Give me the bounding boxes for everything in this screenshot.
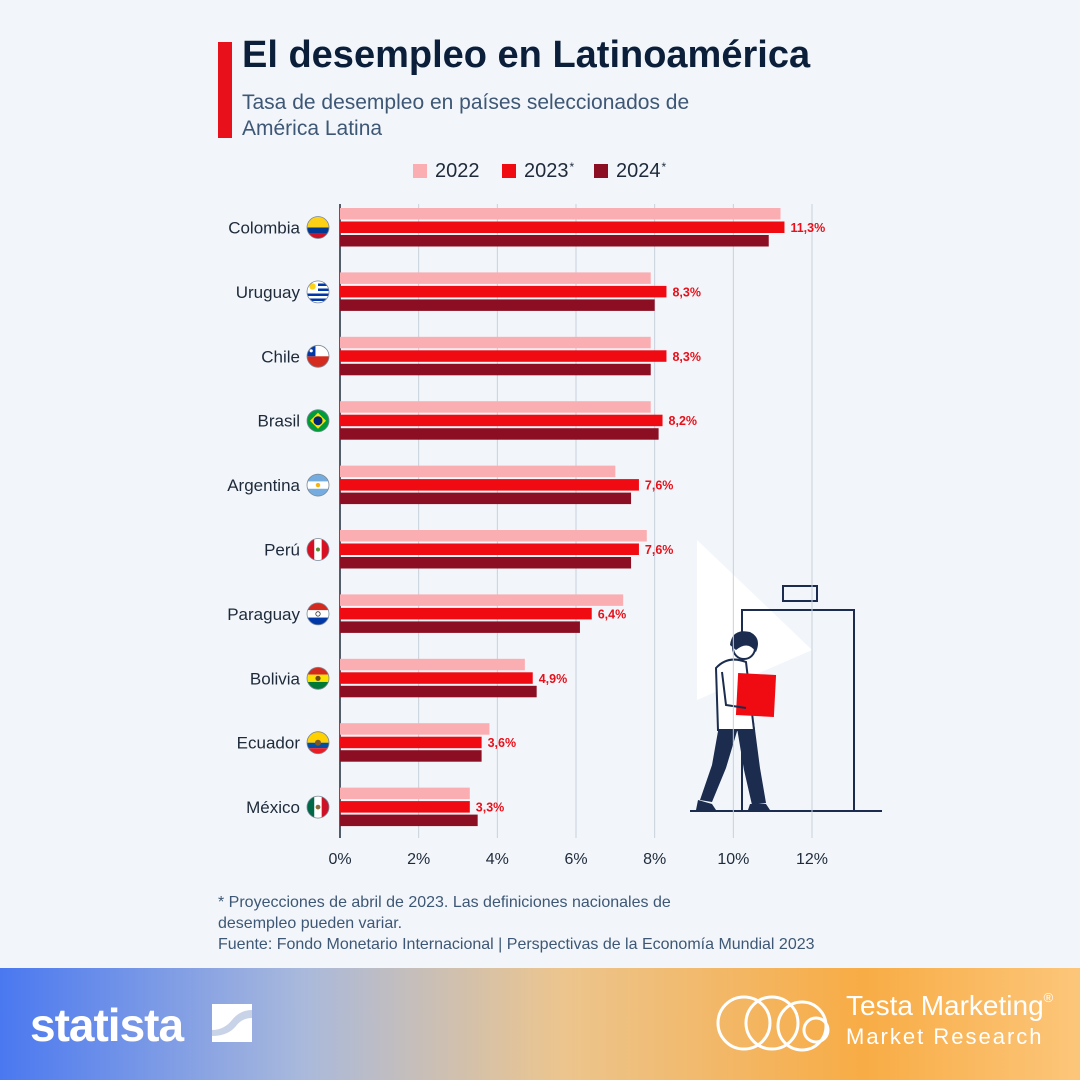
partner-name: Testa Marketing: [846, 990, 1044, 1021]
data-label: 6,4%: [598, 607, 627, 621]
category-label: Bolivia: [250, 669, 301, 688]
chart-subtitle: Tasa de desempleo en países seleccionado…: [242, 91, 690, 140]
x-tick-label: 0%: [328, 851, 351, 868]
x-tick-label: 10%: [717, 851, 749, 868]
bar-2023-6: [340, 607, 592, 620]
legend-item-2024: 2024*: [594, 158, 666, 184]
bar-2022-6: [340, 594, 624, 606]
statista-logo: statista: [30, 999, 184, 1051]
bar-2024-9: [340, 814, 478, 827]
chart-legend: 2022 2023* 2024*: [0, 158, 1080, 184]
data-label: 8,2%: [669, 414, 698, 428]
bar-2024-3: [340, 428, 659, 440]
paraguay-flag-icon: [306, 602, 330, 626]
brazil-flag-icon: [306, 409, 330, 433]
bars: [340, 208, 785, 827]
category-label: Chile: [261, 347, 300, 366]
infographic: El desempleo en Latinoamérica Tasa de de…: [0, 34, 1080, 953]
category-label: Colombia: [228, 219, 300, 238]
legend-label-2022: 2022: [435, 159, 480, 182]
legend-label-2023: 2023: [524, 159, 569, 182]
testa-marketing-logo-icon: [716, 995, 830, 1052]
footnote: * Proyecciones de abril de 2023. Las def…: [218, 894, 671, 932]
category-label: Perú: [264, 541, 300, 560]
data-label: 4,9%: [539, 672, 568, 686]
data-label: 8,3%: [672, 285, 701, 299]
data-label: 7,6%: [645, 479, 674, 493]
title-accent-bar: [218, 42, 232, 138]
legend-item-2022: 2022: [413, 158, 481, 184]
legend-swatch-2023: [502, 164, 516, 178]
legend-mark-2023: *: [569, 159, 575, 174]
bar-2022-0: [340, 208, 781, 220]
bar-2023-2: [340, 350, 667, 362]
x-axis-ticks: 0% 2% 4% 6% 8% 10% 12%: [328, 851, 828, 868]
footer-banner: statista Testa Marketing® Market Researc…: [0, 968, 1080, 1080]
bar-2024-4: [340, 492, 632, 505]
bar-2023-8: [340, 736, 482, 749]
category-label: México: [246, 798, 300, 817]
mexico-flag-icon: [306, 795, 330, 819]
bar-2022-8: [340, 723, 490, 735]
x-tick-label: 8%: [643, 851, 666, 868]
bar-2023-5: [340, 543, 639, 555]
x-tick-label: 6%: [564, 851, 587, 868]
bar-2023-0: [340, 221, 785, 233]
data-label: 11,3%: [790, 221, 825, 235]
bar-2022-7: [340, 658, 525, 671]
category-label: Uruguay: [236, 283, 301, 302]
bolivia-flag-icon: [306, 666, 330, 690]
bar-2023-7: [340, 672, 533, 684]
bar-2023-3: [340, 414, 663, 427]
category-label: Paraguay: [227, 605, 300, 624]
country-flags: [306, 216, 330, 819]
bar-2023-9: [340, 801, 470, 813]
bar-2023-1: [340, 285, 667, 298]
legend-mark-2024: *: [661, 159, 667, 174]
bar-2022-9: [340, 787, 470, 800]
data-label: 8,3%: [672, 350, 701, 364]
uruguay-flag-icon: [306, 280, 330, 304]
bar-2024-6: [340, 621, 580, 633]
chile-flag-icon: [306, 344, 330, 368]
bar-2022-2: [340, 336, 651, 349]
data-label: 3,3%: [476, 801, 505, 815]
bar-chart: 11,3% 8,3% 8,3% 8,2% 7,6% 7,6% 6,4% 4,9% 3,6% 3,3…: [227, 204, 882, 868]
legend-label-2024: 2024: [616, 159, 661, 182]
category-label: Ecuador: [237, 734, 301, 753]
argentina-flag-icon: [306, 473, 330, 497]
statista-mark-icon: [212, 1004, 252, 1042]
data-label: 7,6%: [645, 543, 674, 557]
bar-2024-5: [340, 557, 632, 569]
data-labels: 11,3% 8,3% 8,3% 8,2% 7,6% 7,6% 6,4% 4,9% 3,6% 3,3…: [476, 221, 825, 815]
category-labels: Colombia Uruguay Chile Brasil Argentina Perú P…: [227, 219, 300, 818]
bar-2024-0: [340, 235, 769, 247]
x-tick-label: 2%: [407, 851, 430, 868]
ecuador-flag-icon: [306, 731, 330, 755]
bar-2022-4: [340, 465, 616, 478]
legend-swatch-2022: [413, 164, 427, 178]
chart-title: El desempleo en Latinoamérica: [242, 34, 811, 76]
source-text: Fuente: Fondo Monetario Internacional | …: [218, 936, 815, 953]
bar-2022-1: [340, 272, 651, 284]
legend-swatch-2024: [594, 164, 608, 178]
bar-2024-1: [340, 299, 655, 311]
bar-2024-8: [340, 750, 482, 762]
bar-2024-7: [340, 685, 537, 698]
category-label: Brasil: [257, 412, 300, 431]
partner-subtitle: Market Research: [846, 1024, 1044, 1049]
bar-2022-3: [340, 401, 651, 413]
bar-2024-2: [340, 363, 651, 376]
data-label: 3,6%: [488, 736, 516, 750]
bar-2022-5: [340, 530, 647, 542]
partner-registered-mark: ®: [1043, 990, 1054, 1005]
bar-2023-4: [340, 479, 639, 491]
x-tick-label: 12%: [796, 851, 828, 868]
person-leaving-office-illustration: [690, 540, 882, 812]
category-label: Argentina: [227, 476, 300, 495]
peru-flag-icon: [306, 538, 330, 561]
legend-item-2023: 2023*: [502, 158, 574, 184]
colombia-flag-icon: [306, 216, 330, 239]
x-tick-label: 4%: [486, 851, 509, 868]
